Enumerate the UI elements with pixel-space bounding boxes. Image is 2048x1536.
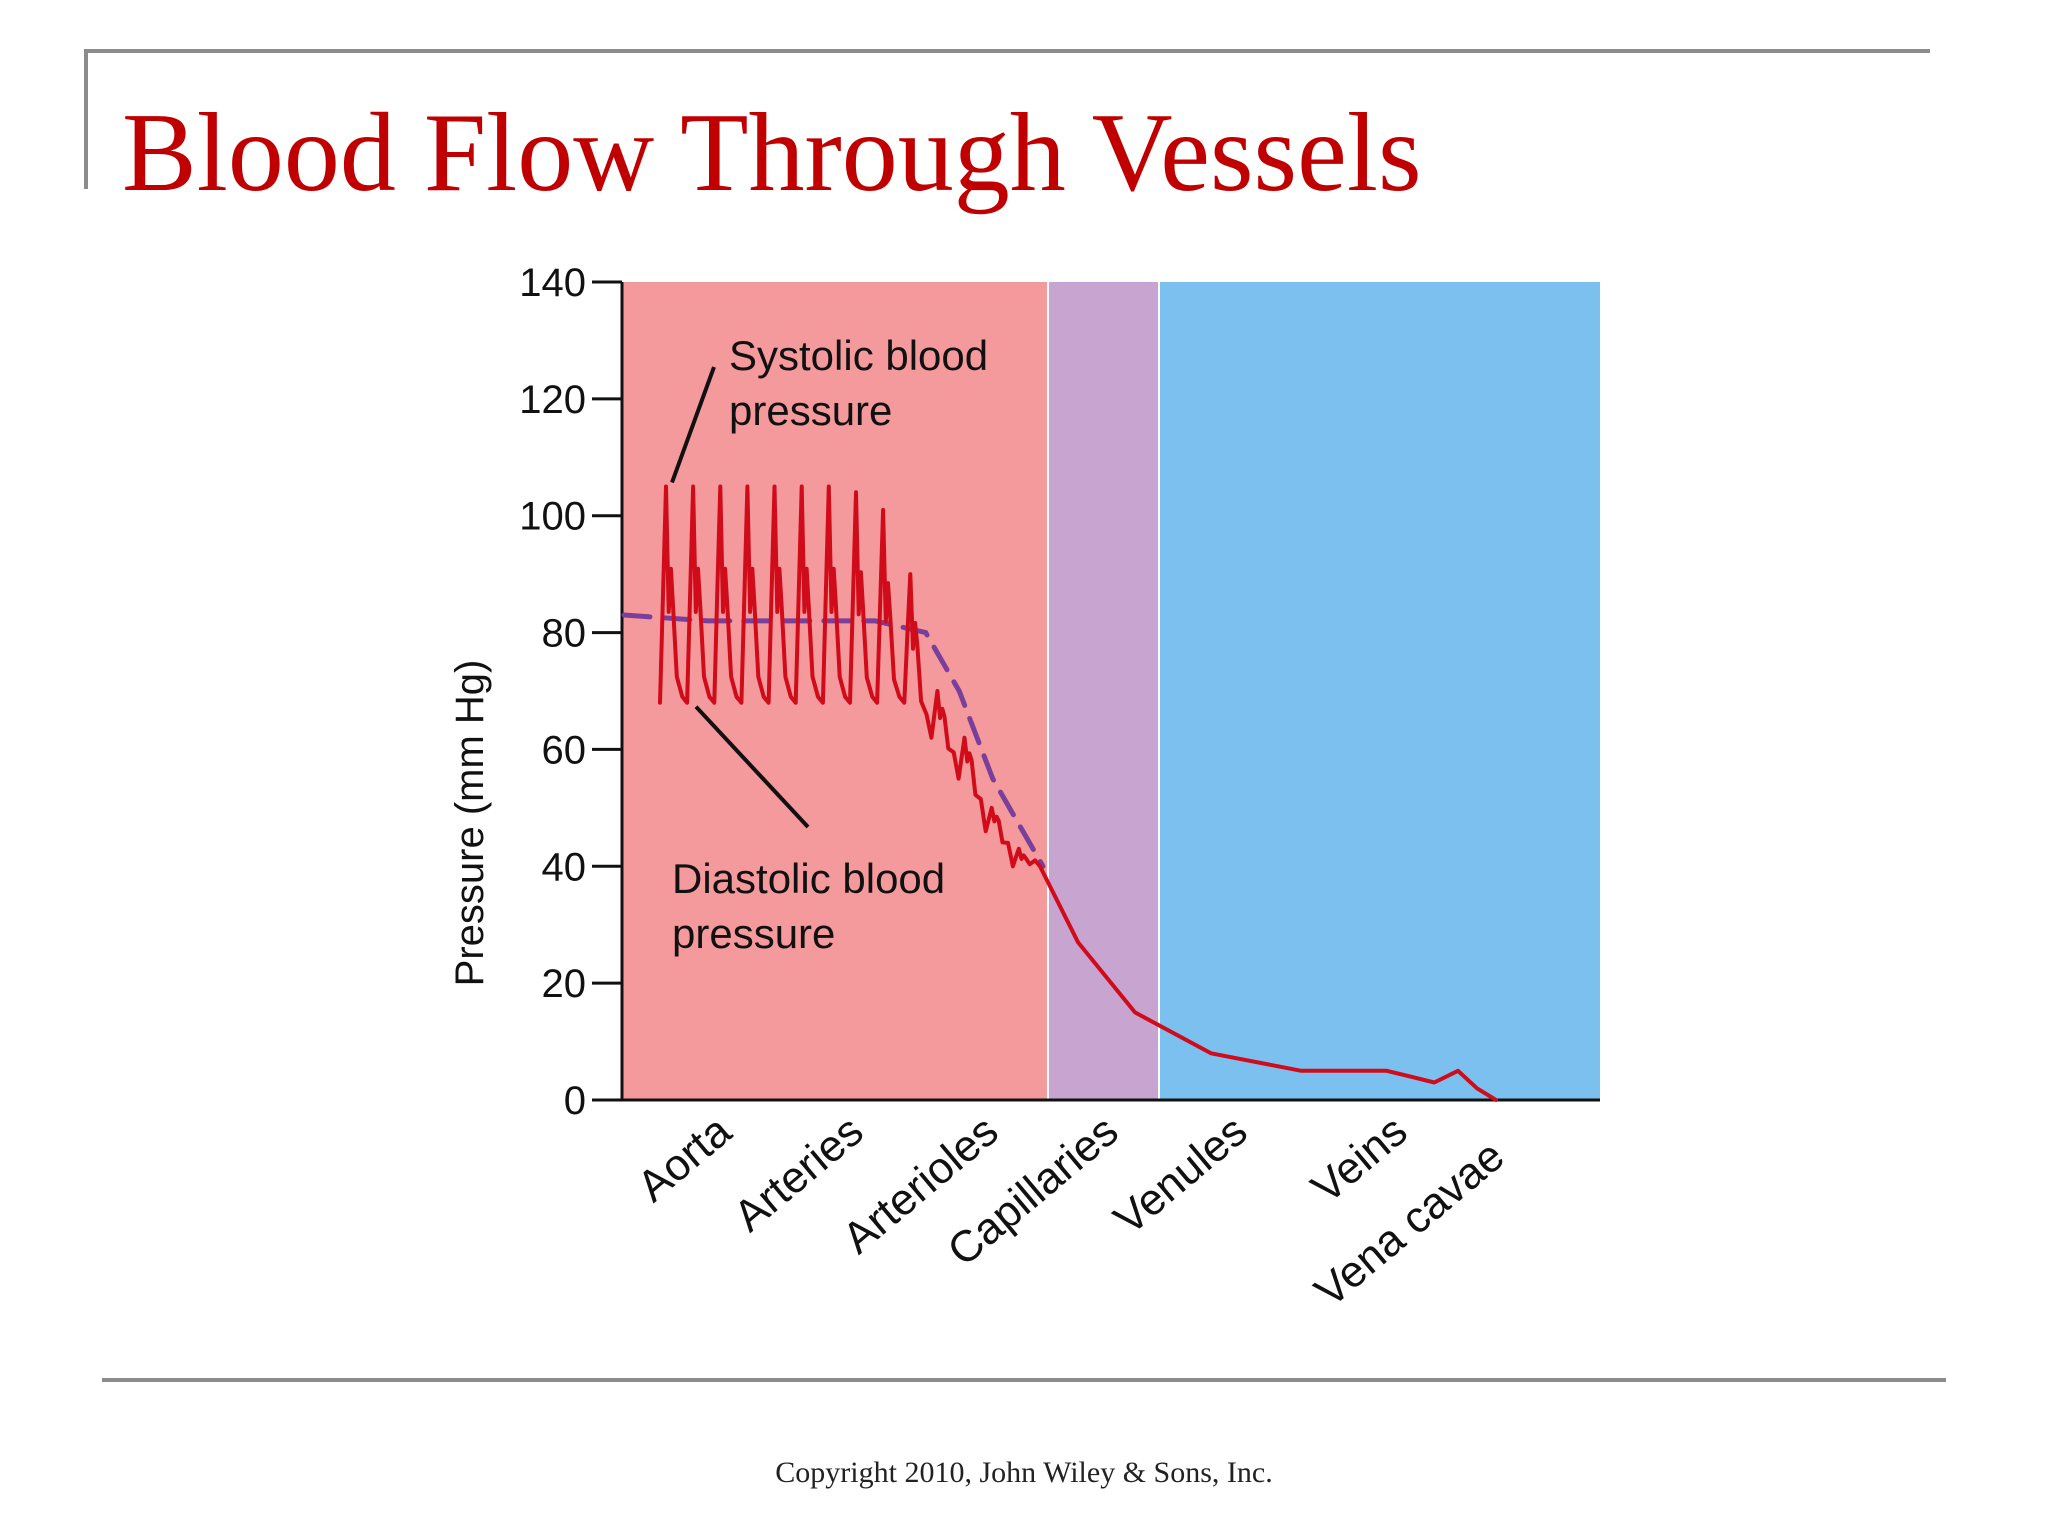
arterial-region xyxy=(622,282,1047,1100)
vessel-regions xyxy=(622,282,1600,1100)
capillary-region xyxy=(1049,282,1158,1100)
pressure-line xyxy=(658,484,1498,1102)
y-tick-label: 0 xyxy=(564,1079,586,1123)
diastolic-label: Diastolic blood xyxy=(672,855,945,902)
y-tick-label: 20 xyxy=(542,962,587,1006)
y-tick-label: 40 xyxy=(542,845,587,889)
pulsatile-pressure-series xyxy=(658,484,1498,1102)
bottom-rule xyxy=(102,1378,1946,1382)
venous-region xyxy=(1160,282,1600,1100)
y-axis-label: Pressure (mm Hg) xyxy=(448,660,492,987)
y-tick-label: 80 xyxy=(542,612,587,656)
category-label: Aorta xyxy=(628,1106,740,1211)
slide-title: Blood Flow Through Vessels xyxy=(122,91,1422,215)
left-rule xyxy=(84,49,88,189)
category-label: Veins xyxy=(1302,1106,1416,1213)
mean-pressure-line xyxy=(621,612,1046,869)
systolic-label: pressure xyxy=(729,387,892,434)
mean-pressure-series xyxy=(621,612,1046,869)
systolic-pointer xyxy=(670,366,716,484)
annotations: Systolic blood pressure Diastolic blood pre… xyxy=(670,332,988,957)
top-rule xyxy=(84,49,1930,53)
y-ticks: 0 20 40 60 80 100 120 140 xyxy=(519,261,622,1123)
x-category-labels: AortaArteriesArteriolesCapillariesVenule… xyxy=(628,1106,1513,1317)
category-label: Venules xyxy=(1105,1106,1256,1244)
axes xyxy=(620,282,1600,1102)
y-tick-label: 60 xyxy=(542,728,587,772)
copyright-footer: Copyright 2010, John Wiley & Sons, Inc. xyxy=(775,1456,1273,1489)
y-tick-label: 120 xyxy=(519,378,586,422)
systolic-label: Systolic blood xyxy=(729,332,988,379)
diastolic-label: pressure xyxy=(672,910,835,957)
diastolic-pointer xyxy=(694,705,810,829)
y-tick-label: 100 xyxy=(519,495,586,539)
region-divider xyxy=(1047,282,1049,1100)
region-divider xyxy=(1158,282,1160,1100)
y-tick-label: 140 xyxy=(519,261,586,305)
